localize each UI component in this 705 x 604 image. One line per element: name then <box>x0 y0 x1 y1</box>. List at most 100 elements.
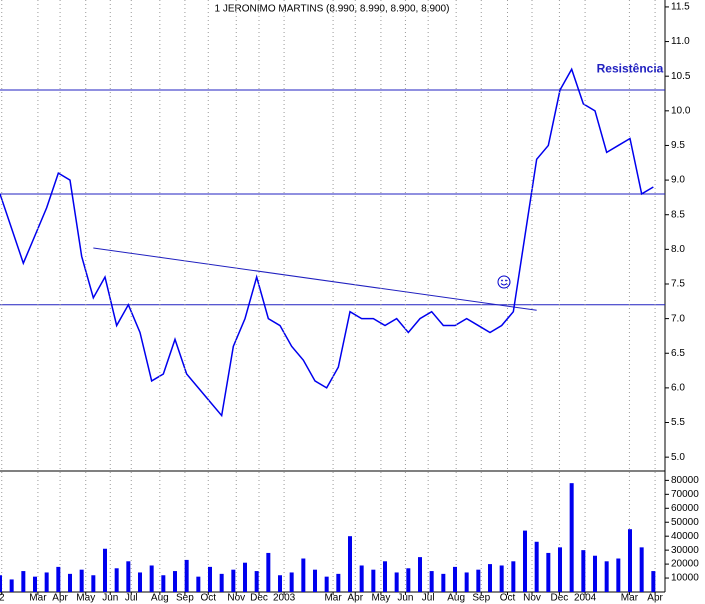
volume-bar <box>313 569 317 592</box>
volume-bar <box>243 562 247 592</box>
x-tick-label: May <box>371 593 390 604</box>
y-tick-label: 8.5 <box>671 209 685 220</box>
volume-bar <box>0 575 2 592</box>
y-tick-label: 9.0 <box>671 175 685 186</box>
volume-bar <box>79 569 84 592</box>
volume-bar <box>278 575 282 592</box>
y-tick-label: 11.0 <box>671 36 690 47</box>
x-tick-label: Sep <box>176 593 194 604</box>
volume-bar <box>569 483 574 592</box>
volume-bar <box>394 572 399 592</box>
x-tick-label: Nov <box>227 593 245 604</box>
y-tick-label: 10.0 <box>671 105 691 116</box>
price-line <box>0 67 654 418</box>
trend-line <box>93 247 537 311</box>
volume-bar <box>429 571 434 592</box>
volume-bar <box>406 568 411 592</box>
y-tick-label: 30000 <box>671 545 699 556</box>
x-tick-label: Dec <box>551 593 569 604</box>
smiley-eye <box>501 279 503 282</box>
volume-bar <box>324 576 329 592</box>
smiley <box>497 275 511 289</box>
volume-bar <box>219 573 224 592</box>
y-tick-label: 9.5 <box>671 140 685 151</box>
volume-bar <box>441 573 446 592</box>
volume-bar <box>628 529 632 592</box>
y-tick-label: 70000 <box>671 489 699 500</box>
y-tick-label: 80000 <box>671 475 699 486</box>
smiley-eye <box>505 279 507 282</box>
volume-bar <box>184 559 189 592</box>
volume-bar <box>44 572 49 592</box>
x-tick-label: Jul <box>125 593 138 604</box>
volume-bar <box>383 561 387 592</box>
y-tick-label: 11.5 <box>671 2 690 13</box>
volume-bar <box>208 566 212 592</box>
volume-bar <box>476 569 481 592</box>
volume-bar <box>301 558 306 592</box>
y-tick-label: 10000 <box>671 573 699 584</box>
volume-bar <box>56 566 61 592</box>
volume-bar <box>126 561 131 592</box>
y-tick-label: 6.0 <box>671 383 685 394</box>
x-tick-label: Mar <box>29 593 47 604</box>
volume-bar <box>138 572 142 592</box>
volume-bar <box>348 536 352 592</box>
volume-bar <box>593 555 597 592</box>
x-tick-label: Jul <box>422 593 435 604</box>
volume-bar <box>546 552 551 592</box>
x-tick-label: 2003 <box>273 593 296 604</box>
volume-bar <box>33 576 37 592</box>
x-tick-label: Sep <box>472 593 490 604</box>
x-tick-label: Mar <box>324 593 342 604</box>
volume-bar <box>161 575 166 592</box>
y-tick-label: 50000 <box>671 517 699 528</box>
volume-bar <box>639 547 644 592</box>
volume-bar <box>9 579 14 592</box>
x-tick-label: Jun <box>102 593 118 604</box>
volume-bar <box>149 565 154 592</box>
x-tick-label: Oct <box>500 593 516 604</box>
volume-bar <box>103 548 107 592</box>
y-tick-label: 5.0 <box>671 452 685 463</box>
volume-bar <box>464 572 469 592</box>
volume-bar <box>418 557 422 592</box>
y-tick-label: 6.5 <box>671 348 685 359</box>
volume-bar <box>371 569 376 592</box>
x-tick-label: Aug <box>151 593 169 604</box>
volume-bar <box>581 550 586 592</box>
x-tick-label: 2004 <box>574 593 597 604</box>
y-tick-label: 7.0 <box>671 313 685 324</box>
x-tick-label: Apr <box>647 593 663 604</box>
smiley-face <box>497 275 511 289</box>
y-tick-label: 8.0 <box>671 244 685 255</box>
volume-bar <box>499 565 504 592</box>
y-tick-label: 7.5 <box>671 279 685 290</box>
y-tick-label: 10.5 <box>671 71 691 82</box>
volume-bar <box>359 565 364 592</box>
volume-bar <box>114 568 119 592</box>
volume-bar <box>604 561 609 592</box>
volume-bar <box>266 552 271 592</box>
chart-title: 1 JERONIMO MARTINS (8.990, 8.990, 8.900,… <box>215 4 450 15</box>
volume-bar <box>336 573 341 592</box>
volume-bar <box>534 541 539 592</box>
volume-bar <box>254 571 259 592</box>
x-tick-label: Nov <box>523 593 541 604</box>
y-tick-label: 5.5 <box>671 417 685 428</box>
volume-bar <box>68 573 72 592</box>
x-tick-label: Oct <box>200 593 216 604</box>
x-tick-label: Jun <box>397 593 413 604</box>
x-tick-label: Aug <box>447 593 465 604</box>
y-tick-label: 20000 <box>671 559 699 570</box>
volume-bar <box>453 566 457 592</box>
volume-bar <box>231 569 236 592</box>
volume-bar <box>91 575 96 592</box>
y-tick-label: 60000 <box>671 503 699 514</box>
volume-bar <box>523 530 527 592</box>
volume-bar <box>511 561 516 592</box>
x-tick-label: Apr <box>347 593 363 604</box>
volume-bar <box>558 547 562 592</box>
